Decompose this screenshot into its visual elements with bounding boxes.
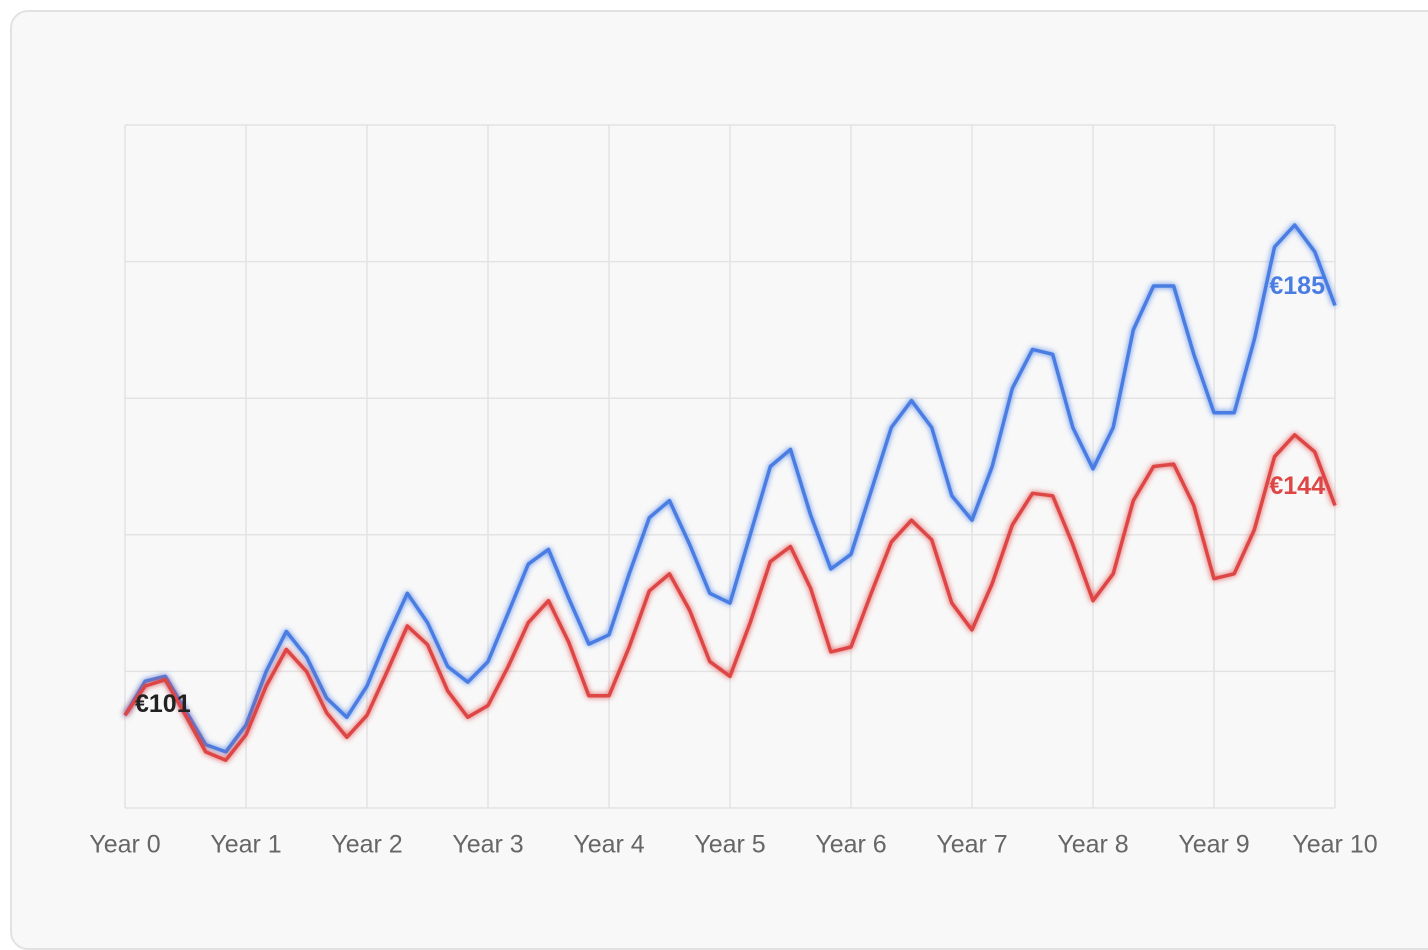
- chart: Year 0 Year 1 Year 2 Year 3 Year 4 Year 5 Year…: [89, 124, 1378, 859]
- x-tick-label: Year 10: [1292, 831, 1377, 859]
- end-label: €185: [1269, 272, 1325, 300]
- series-line: [123, 433, 1337, 762]
- end-label: €144: [1269, 472, 1325, 500]
- x-tick-label: Year 1: [210, 831, 281, 859]
- start-label: €101: [135, 690, 191, 718]
- x-tick-label: Year 0: [89, 831, 160, 859]
- x-tick-label: Year 3: [452, 831, 523, 859]
- page: Year 0 Year 1 Year 2 Year 3 Year 4 Year 5 Year…: [10, 10, 1428, 950]
- series-line: [123, 223, 1337, 754]
- x-tick-label: Year 5: [694, 831, 765, 859]
- x-tick-label: Year 7: [936, 831, 1007, 859]
- x-tick-label: Year 9: [1178, 831, 1249, 859]
- x-tick-label: Year 4: [573, 831, 644, 859]
- x-tick-label: Year 8: [1057, 831, 1128, 859]
- x-tick-label: Year 2: [331, 831, 402, 859]
- x-tick-label: Year 6: [815, 831, 886, 859]
